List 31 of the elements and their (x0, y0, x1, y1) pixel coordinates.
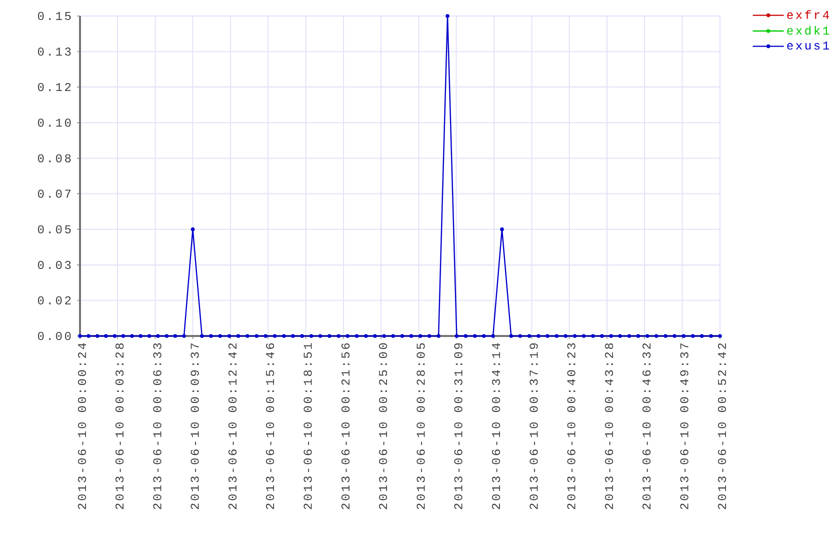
x-tick-label: 2013-06-10 00:15:46 (266, 343, 274, 510)
y-tick-label: 0.15 (38, 12, 71, 20)
x-tick-label: 2013-06-10 00:43:28 (604, 343, 614, 510)
x-tick-label: 2013-06-10 00:09:37 (190, 344, 199, 510)
y-tick-label: 0.13 (38, 48, 71, 56)
x-tick-label: 2013-06-10 00:25:00 (378, 343, 388, 510)
x-tick-label: 2013-06-10 00:21:56 (341, 343, 350, 510)
x-tick-label: 2013-06-10 00:49:37 (680, 344, 688, 510)
x-tick-label: 2013-06-10 00:37:19 (530, 343, 538, 510)
legend-label: exfr4 (787, 10, 829, 20)
y-tick-label: 0.12 (38, 82, 71, 92)
x-tick-label: 2013-06-10 00:40:23 (567, 343, 576, 510)
x-tick-label: 2013-06-10 00:46:32 (642, 343, 651, 510)
x-tick-label: 2013-06-10 00:06:33 (153, 343, 162, 510)
y-tick-label: 0.00 (38, 332, 71, 340)
y-tick-label: 0.08 (38, 154, 71, 162)
y-tick-label: 0.02 (38, 296, 71, 304)
x-tick-label: 2013-06-10 00:31:09 (454, 343, 462, 510)
legend-label: exdk1 (787, 26, 830, 35)
y-tick-label: 0.07 (38, 190, 71, 198)
legend-label: exus1 (787, 42, 830, 50)
y-tick-label: 0.03 (38, 260, 71, 270)
x-tick-label: 2013-06-10 00:18:51 (304, 343, 312, 510)
x-tick-label: 2013-06-10 00:52:42 (718, 343, 726, 510)
x-tick-label: 2013-06-10 00:12:42 (228, 343, 237, 510)
x-tick-label: 2013-06-10 00:28:05 (416, 343, 425, 510)
x-tick-label: 2013-06-10 00:34:14 (492, 343, 500, 510)
y-tick-label: 0.10 (38, 118, 71, 127)
x-tick-label: 2013-06-10 00:03:28 (115, 343, 124, 510)
x-tick-label: 2013-06-10 00:00:24 (78, 343, 86, 510)
y-tick-label: 0.05 (38, 225, 71, 234)
